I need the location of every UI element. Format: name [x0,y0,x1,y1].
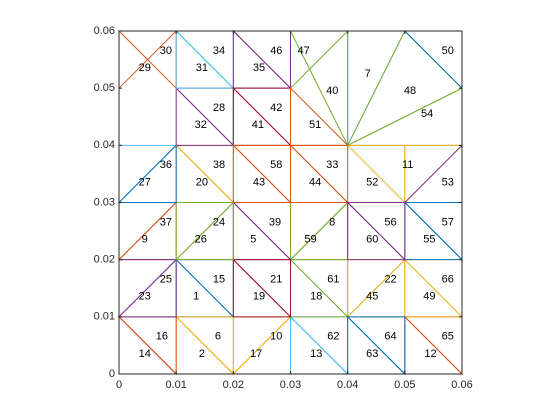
triangle-label: 58 [270,159,282,171]
x-tick-label: 0.06 [451,379,472,391]
triangle-label: 66 [442,274,454,286]
triangle-label: 18 [310,291,322,303]
triangle-label: 27 [139,176,151,188]
triangle-label: 23 [139,291,151,303]
y-tick-label: 0.04 [94,139,115,151]
triangle-label: 61 [327,274,339,286]
triangle-label: 12 [424,348,436,360]
triangle-label: 11 [402,159,413,171]
triangle-label: 6 [215,331,221,343]
x-tick-label: 0.02 [223,379,244,391]
triangle-label: 47 [298,45,310,57]
triangle-label: 37 [160,216,172,228]
mesh-triangle [347,201,407,261]
triangle-label: 13 [310,348,322,360]
triangle-label: 51 [309,119,321,131]
triangle-label: 31 [196,62,208,74]
triangle-label: 34 [213,45,225,57]
triangle-label: 17 [250,348,262,360]
triangle-label: 49 [423,291,435,303]
triangle-label: 26 [195,234,207,246]
triangle-label: 43 [253,176,265,188]
x-tick-label: 0.05 [394,379,415,391]
x-tick-label: 0.01 [165,379,186,391]
triangle-label: 55 [423,234,435,246]
y-tick-label: 0.05 [94,82,115,94]
triangle-label: 19 [253,291,265,303]
mesh-triangle [232,259,291,319]
x-axis: 0 0.01 0.02 0.03 0.04 0.05 0.06 [116,31,473,391]
mesh-triangle [175,86,235,146]
triangle-label: 60 [366,234,378,246]
triangle-label: 48 [404,85,416,97]
y-tick-label: 0.06 [94,25,115,37]
triangle-label: 62 [327,331,339,343]
triangle-label: 1 [193,291,199,303]
triangle-label: 20 [196,176,208,188]
triangle-label: 21 [270,274,282,286]
triangle-label: 38 [213,159,225,171]
mesh-triangle [290,86,349,146]
triangle-label: 59 [304,234,316,246]
triangle-label: 9 [142,234,148,246]
triangle-label: 25 [160,274,172,286]
triangle-label: 52 [366,176,378,188]
x-tick-label: 0.03 [280,379,301,391]
triangle-label: 54 [421,108,433,120]
triangle-label: 35 [253,62,265,74]
triangle-label: 39 [269,216,281,228]
triangle-label: 14 [139,348,151,360]
triangle-label: 8 [329,216,335,228]
triangle-label: 16 [156,331,168,343]
mesh-triangle [346,316,406,376]
triangle-label: 46 [270,45,282,57]
triangle-label: 22 [384,274,396,286]
y-tick-label: 0 [109,368,115,380]
y-tick-label: 0.02 [94,254,115,266]
triangle-label: 5 [250,234,256,246]
triangle-label: 2 [199,348,205,360]
triangle-label: 44 [309,176,321,188]
y-axis: 0 0.01 0.02 0.03 0.04 0.05 0.06 [94,25,462,380]
triangle-label: 33 [326,159,338,171]
triangle-label: 15 [213,274,225,286]
triangle-label: 57 [442,216,454,228]
triangle-label: 64 [384,331,396,343]
mesh-triangle [175,202,235,261]
triangle-label: 29 [139,62,151,74]
triangle-label: 50 [442,45,454,57]
triangle-label: 10 [270,331,282,343]
triangle-label: 7 [365,68,371,80]
triangle-label: 40 [326,85,338,97]
triangle-label: 65 [442,331,454,343]
mesh-triangle [232,144,291,204]
x-tick-label: 0.04 [337,379,358,391]
triangle-label: 24 [213,216,225,228]
mesh-triangle [117,258,177,318]
triangle-label: 56 [384,216,396,228]
triangle-label: 53 [442,176,454,188]
triangle-label: 36 [160,159,172,171]
triangle-label: 30 [160,45,172,57]
triangle-label: 32 [195,119,207,131]
triangle-label: 45 [366,291,378,303]
mesh-triangle [346,144,406,204]
mesh-triangle [117,144,177,203]
triangle-label: 63 [366,348,378,360]
triangle-label: 41 [252,119,264,131]
y-tick-label: 0.03 [94,196,115,208]
triangle-label: 42 [270,102,282,114]
triangle-label: 28 [213,102,225,114]
x-tick-label: 0 [116,379,122,391]
y-tick-label: 0.01 [94,311,115,323]
